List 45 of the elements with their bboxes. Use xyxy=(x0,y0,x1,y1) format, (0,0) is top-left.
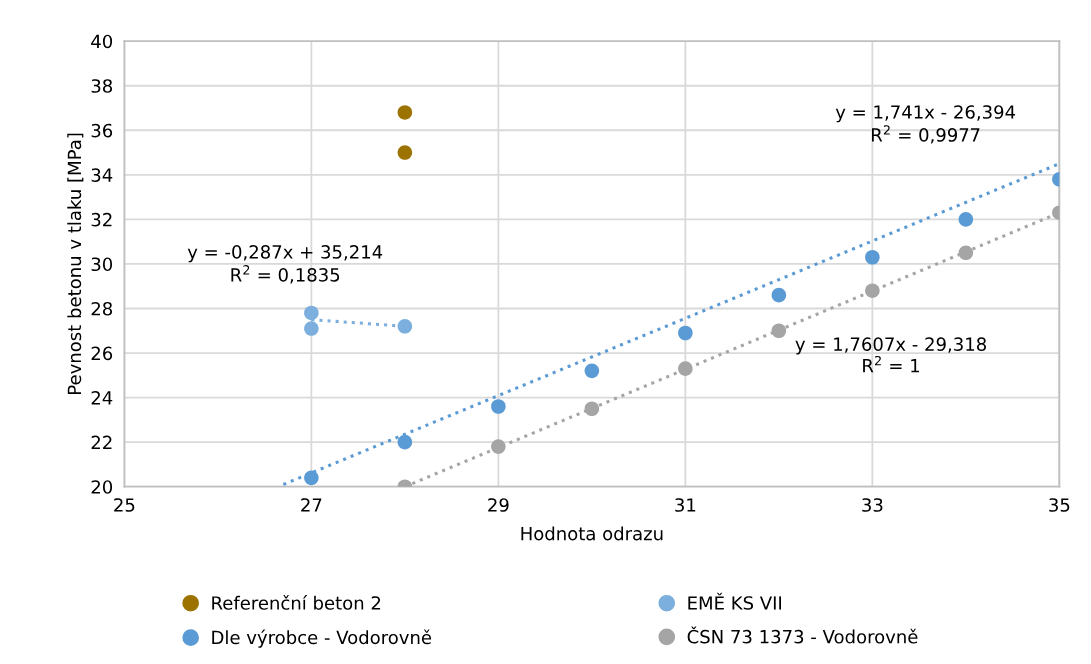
point xyxy=(397,145,413,160)
point xyxy=(397,434,413,450)
point xyxy=(397,319,413,334)
legend-label: Dle výrobce - Vodorovně xyxy=(212,629,432,648)
y-tick-label: 40 xyxy=(91,34,113,49)
legend-label: EMĚ KS VII xyxy=(688,592,782,610)
point xyxy=(584,363,600,379)
point xyxy=(771,287,787,303)
point xyxy=(397,105,413,120)
legend-label: Referenční beton 2 xyxy=(212,595,381,610)
y-tick-label: 34 xyxy=(91,168,113,182)
point xyxy=(304,321,319,336)
point xyxy=(771,323,787,339)
annotation: y = 1,741x - 26,394 R$^{2}$ = 0,9977 xyxy=(835,105,1016,144)
y-axis-title: Pevnost betonu v tlaku [MPa] xyxy=(67,133,84,394)
legend-label: ČSN 73 1373 - Vodorovně xyxy=(687,626,918,644)
point xyxy=(678,361,693,376)
y-tick-label: 22 xyxy=(91,435,112,450)
point xyxy=(678,325,693,341)
point xyxy=(304,470,319,486)
annotation: y = -0,287x + 35,214 R$^{2}$ = 0,1835 xyxy=(187,245,383,284)
x-tick-label: 25 xyxy=(114,498,135,512)
point xyxy=(958,212,974,227)
y-tick-label: 26 xyxy=(91,346,113,361)
x-axis-title: Hodnota odrazu xyxy=(521,526,663,541)
point xyxy=(304,305,319,321)
point xyxy=(491,439,506,454)
point xyxy=(491,399,506,414)
point xyxy=(865,249,880,265)
y-tick-label: 28 xyxy=(91,301,113,316)
x-tick-label: 33 xyxy=(862,498,883,512)
x-tick-label: 35 xyxy=(1049,498,1070,512)
y-tick-label: 30 xyxy=(91,257,113,272)
x-tick-label: 29 xyxy=(488,498,509,512)
x-tick-label: 27 xyxy=(301,498,322,512)
point xyxy=(958,245,974,261)
point xyxy=(584,401,600,417)
point xyxy=(865,283,880,298)
y-tick-label: 24 xyxy=(91,391,113,405)
x-tick-label: 31 xyxy=(675,498,696,512)
y-tick-label: 38 xyxy=(91,79,113,93)
y-tick-label: 36 xyxy=(91,123,113,138)
annotation: y = 1,7607x - 29,318 R$^{2}$ = 1 xyxy=(795,337,986,373)
y-tick-label: 32 xyxy=(91,212,112,227)
y-tick-label: 20 xyxy=(91,480,113,494)
